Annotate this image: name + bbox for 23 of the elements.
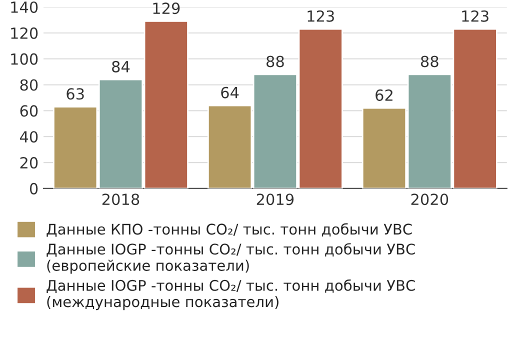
legend-label: Данные IOGP -тонны CO₂/ тыс. тонн добычи УВС (международные показатели) (46, 279, 415, 310)
legend-label: Данные IOGP -тонны CO₂/ тыс. тонн добычи УВС (европейские показатели) (46, 243, 415, 274)
x-tick-label: 2019 (256, 194, 294, 206)
y-tick-label: 0 (30, 182, 38, 194)
data-label: 123 (308, 10, 334, 22)
x-tick-label: 2018 (102, 194, 140, 206)
data-label: 63 (66, 88, 84, 100)
y-tick-label: 80 (20, 79, 38, 91)
data-label: 88 (420, 56, 438, 68)
data-label: 64 (221, 86, 239, 98)
data-label: 62 (376, 89, 392, 101)
data-label: 88 (266, 56, 284, 68)
y-tick-label: 140 (11, 1, 38, 13)
y-tick-label: 40 (20, 131, 38, 143)
legend-label: Данные КПО -тонны CO₂/ тыс. тонн добычи УВС (46, 223, 412, 237)
data-label: 84 (112, 60, 130, 72)
data-label: 123 (462, 10, 488, 22)
y-tick-label: 120 (11, 27, 38, 39)
y-tick-label: 60 (20, 105, 38, 117)
x-tick-label: 2020 (411, 194, 448, 206)
data-label: 129 (153, 2, 180, 14)
y-tick-label: 20 (20, 157, 38, 169)
y-tick-label: 100 (11, 53, 38, 65)
